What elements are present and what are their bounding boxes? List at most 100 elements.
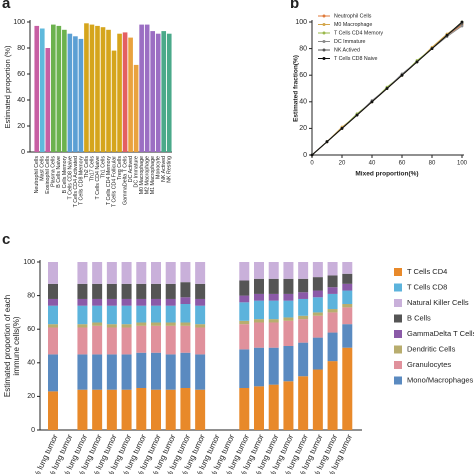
bar-segment <box>180 322 191 326</box>
legend-swatch <box>394 376 402 385</box>
bar-segment <box>312 315 323 338</box>
bar-segment <box>136 262 147 284</box>
bar <box>51 24 56 153</box>
bar-segment <box>283 293 294 301</box>
x-tick-label: T Cells CD4 Memory <box>106 156 112 205</box>
legend-marker <box>322 23 326 26</box>
legend-marker <box>322 57 326 60</box>
bar-segment <box>180 325 191 353</box>
bar-segment <box>239 349 250 388</box>
bar-segment <box>268 278 279 294</box>
legend-swatch <box>394 361 402 369</box>
x-axis-label: Mixed proportion(%) <box>355 171 418 178</box>
point <box>460 24 464 28</box>
bar-segment <box>195 283 206 299</box>
legend-label: T Cells CD4 Memory <box>334 30 383 36</box>
x-tick-label: Mast Cells <box>40 156 46 181</box>
bar-segment <box>106 324 117 328</box>
x-tick-label: T Cells CD4 Follicular <box>111 156 117 207</box>
bar <box>78 38 84 152</box>
point <box>415 60 419 64</box>
bar-segment <box>106 305 117 325</box>
bar-segment <box>151 389 161 430</box>
x-tick-label: 80 <box>429 161 436 167</box>
bar <box>133 64 139 152</box>
bar-segment <box>195 262 206 284</box>
bar-segment <box>195 324 206 328</box>
point <box>370 100 374 104</box>
bar-segment <box>195 305 206 325</box>
x-tick-label: 20 <box>339 161 346 167</box>
bar-segment <box>77 305 88 325</box>
bar-segment <box>121 262 132 284</box>
legend-label: GammaDelta T Cells <box>407 329 474 338</box>
bar-segment <box>48 305 58 325</box>
bar-segment <box>106 354 117 390</box>
y-tick-label: 0 <box>303 152 307 159</box>
bar-segment <box>151 298 161 306</box>
y-tick-label: 40 <box>27 360 35 367</box>
bar-segment <box>239 262 250 281</box>
bar-segment <box>121 324 132 328</box>
bar <box>56 25 62 152</box>
y-tick-label: 100 <box>13 19 25 26</box>
x-tick-label: Th17 Cells <box>89 156 95 182</box>
bar-segment <box>239 324 250 350</box>
y-tick-label: 60 <box>17 71 25 78</box>
bar-segment <box>121 354 132 390</box>
bar-segment <box>254 319 264 323</box>
legend-marker <box>322 48 326 52</box>
x-tick-label: NK Resting <box>167 156 173 183</box>
bar-segment <box>136 298 147 306</box>
bar <box>84 23 89 152</box>
bar-segment <box>268 347 279 385</box>
bar-segment <box>254 347 264 387</box>
bar-segment <box>283 278 294 294</box>
bar <box>122 32 128 152</box>
x-tick-label: Plasma Cells <box>51 156 57 187</box>
bar-segment <box>121 305 132 325</box>
bar-segment <box>327 262 338 276</box>
bar-segment <box>180 388 191 430</box>
bar-segment <box>342 283 353 291</box>
bar-segment <box>180 297 191 304</box>
x-tick-label: M0 Macrophage <box>139 156 145 194</box>
bar-segment <box>121 283 132 299</box>
x-tick-label: Neutrophil Cells <box>34 156 40 194</box>
bar <box>73 36 78 152</box>
x-tick-label: T Cells CD4 Naive <box>95 156 101 200</box>
bar-segment <box>48 283 58 299</box>
bar-segment <box>268 293 279 301</box>
bar-segment <box>254 300 264 320</box>
y-tick-label: 40 <box>299 99 307 106</box>
bar <box>100 27 106 153</box>
x-tick-label: T Cells CD4 Activated <box>73 156 79 207</box>
bar-segment <box>77 324 88 328</box>
bar-segment <box>254 278 264 294</box>
legend-marker <box>322 31 326 35</box>
bar-segment <box>106 298 117 306</box>
bar-segment <box>92 305 103 323</box>
bar-segment <box>254 262 264 279</box>
bar-segment <box>136 283 147 299</box>
legend-swatch <box>394 330 402 338</box>
bar-segment <box>342 307 353 325</box>
y-tick-label: 40 <box>17 97 25 104</box>
bar-segment <box>195 354 206 390</box>
bar-segment <box>312 277 323 291</box>
x-tick-label: DC Immature <box>134 156 140 188</box>
point <box>340 126 344 130</box>
bar-segment <box>165 322 176 326</box>
x-tick-label: DC Actived <box>128 156 134 182</box>
bar-segment <box>48 262 58 284</box>
legend-swatch <box>394 314 402 323</box>
bar-segment <box>342 347 353 430</box>
bar-segment <box>92 354 103 390</box>
x-tick-label: M1 Macrophage <box>150 156 156 194</box>
bar-segment <box>312 337 323 370</box>
bar-segment <box>283 262 294 279</box>
point <box>400 73 404 77</box>
bar-segment <box>298 292 309 299</box>
legend-label: T Cells CD8 <box>407 282 447 291</box>
bar-segment <box>312 312 323 316</box>
